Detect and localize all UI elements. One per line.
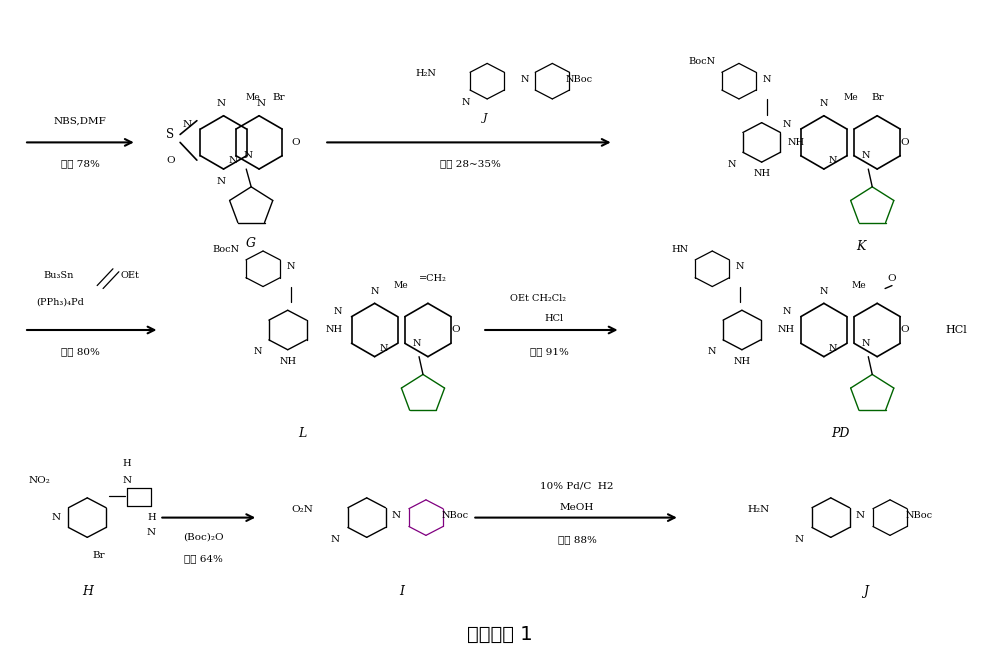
Text: 收率 64%: 收率 64% — [184, 554, 223, 564]
Text: Br: Br — [872, 94, 884, 102]
Text: N: N — [783, 119, 791, 129]
Text: N: N — [520, 75, 529, 84]
Text: N: N — [122, 476, 131, 484]
Text: 收率 28~35%: 收率 28~35% — [440, 160, 501, 168]
Text: N: N — [829, 344, 837, 352]
Text: N: N — [795, 535, 804, 544]
Text: N: N — [182, 119, 191, 129]
Text: NBoc: NBoc — [442, 511, 469, 520]
Text: NBS,DMF: NBS,DMF — [54, 116, 107, 125]
Text: K: K — [856, 240, 865, 253]
Text: 合成路线 1: 合成路线 1 — [467, 624, 533, 644]
Text: N: N — [243, 151, 252, 160]
Text: Br: Br — [273, 94, 285, 102]
Text: Br: Br — [93, 550, 105, 560]
Text: O: O — [451, 325, 460, 335]
Text: O: O — [166, 156, 175, 165]
Text: J: J — [863, 585, 868, 598]
Text: N: N — [820, 100, 828, 108]
Text: O₂N: O₂N — [292, 505, 313, 514]
Text: NH: NH — [733, 357, 750, 366]
Text: L: L — [298, 427, 307, 440]
Text: 收率 88%: 收率 88% — [558, 535, 596, 544]
Text: OEt: OEt — [120, 271, 139, 280]
Text: N: N — [51, 513, 60, 522]
Text: N: N — [392, 511, 401, 520]
Text: 收率 91%: 收率 91% — [530, 347, 569, 356]
Text: N: N — [762, 75, 771, 84]
Text: 收率 78%: 收率 78% — [61, 160, 100, 168]
Text: H: H — [147, 513, 156, 522]
Text: 收率 80%: 收率 80% — [61, 347, 100, 356]
Text: N: N — [217, 100, 226, 108]
Text: N: N — [820, 287, 828, 296]
Text: N: N — [370, 287, 379, 296]
Text: N: N — [829, 156, 837, 165]
Text: H₂N: H₂N — [416, 69, 436, 78]
Text: Me: Me — [851, 281, 866, 290]
Text: O: O — [901, 138, 909, 147]
Text: Me: Me — [394, 281, 409, 290]
Text: NBoc: NBoc — [906, 511, 933, 520]
Text: N: N — [783, 308, 791, 316]
Text: (PPh₃)₄Pd: (PPh₃)₄Pd — [37, 298, 85, 307]
Text: G: G — [246, 237, 256, 249]
Text: N: N — [380, 344, 388, 352]
Text: H: H — [122, 459, 131, 468]
Text: N: N — [708, 347, 717, 356]
Text: NH: NH — [326, 325, 343, 335]
Text: =CH₂: =CH₂ — [419, 274, 447, 283]
Text: HN: HN — [671, 245, 688, 253]
Text: 10% Pd/C  H2: 10% Pd/C H2 — [540, 482, 614, 490]
Text: NH: NH — [788, 138, 805, 147]
Text: PD: PD — [831, 427, 850, 440]
Text: I: I — [399, 585, 404, 598]
Text: Me: Me — [246, 94, 260, 102]
Text: HCl: HCl — [545, 314, 564, 323]
Text: H₂N: H₂N — [748, 505, 770, 514]
Text: N: N — [862, 339, 870, 348]
Text: N: N — [147, 528, 156, 537]
Text: Me: Me — [843, 94, 858, 102]
Text: NH: NH — [753, 170, 770, 178]
Text: N: N — [254, 347, 262, 356]
Text: NBoc: NBoc — [565, 75, 593, 84]
Text: N: N — [728, 160, 736, 168]
Text: N: N — [331, 535, 340, 544]
Text: N: N — [862, 151, 870, 160]
Text: N: N — [736, 262, 744, 271]
Text: N: N — [217, 178, 226, 186]
Text: NH: NH — [279, 357, 296, 366]
Text: N: N — [412, 339, 421, 348]
Text: BocN: BocN — [212, 245, 239, 253]
Text: NO₂: NO₂ — [29, 476, 51, 484]
Text: N: N — [461, 98, 470, 108]
Text: J: J — [483, 113, 487, 123]
Text: S: S — [166, 128, 174, 141]
Text: N: N — [286, 262, 295, 271]
Text: HCl: HCl — [945, 325, 967, 335]
Text: O: O — [901, 325, 909, 335]
Text: BocN: BocN — [689, 57, 716, 66]
Text: MeOH: MeOH — [560, 503, 594, 512]
Text: O: O — [888, 274, 896, 283]
Text: N: N — [256, 100, 266, 108]
Text: O: O — [291, 138, 300, 147]
Text: H: H — [82, 585, 93, 598]
Text: Bu₃Sn: Bu₃Sn — [44, 271, 74, 280]
Text: N: N — [333, 308, 342, 316]
Text: N: N — [228, 156, 237, 165]
Text: OEt CH₂Cl₂: OEt CH₂Cl₂ — [510, 294, 566, 303]
Text: (Boc)₂O: (Boc)₂O — [183, 533, 224, 542]
Text: NH: NH — [778, 325, 795, 335]
Text: N: N — [856, 511, 865, 520]
